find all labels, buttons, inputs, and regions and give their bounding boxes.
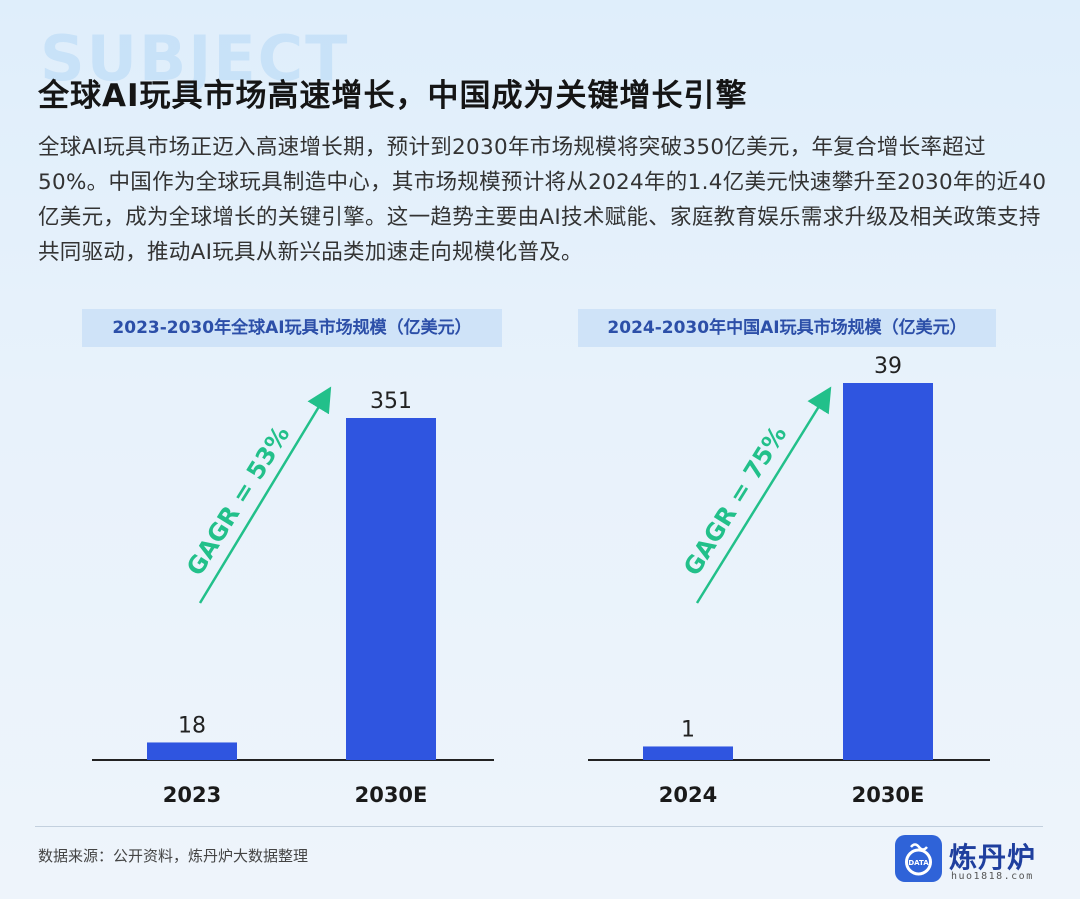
brand-badge-icon: DATA bbox=[895, 835, 942, 882]
bar-2024 bbox=[643, 746, 733, 760]
data-label-2023: 18 bbox=[178, 713, 206, 738]
background-watermark-word: SUBJECT bbox=[40, 22, 350, 95]
brand-url: huo1818.com bbox=[951, 871, 1034, 882]
growth-annotation: GAGR = 53% bbox=[181, 421, 295, 581]
data-label-2030E: 39 bbox=[874, 354, 902, 379]
x-tick-label-2024: 2024 bbox=[659, 783, 717, 807]
x-tick-label-2023: 2023 bbox=[163, 783, 221, 807]
bar-2023 bbox=[147, 742, 237, 760]
chart-title-global: 2023-2030年全球AI玩具市场规模（亿美元） bbox=[82, 309, 502, 347]
footer-divider bbox=[35, 826, 1043, 827]
page-title: 全球AI玩具市场高速增长，中国成为关键增长引擎 bbox=[38, 78, 748, 114]
data-label-2024: 1 bbox=[681, 717, 695, 742]
x-tick-label-2030E: 2030E bbox=[852, 783, 925, 807]
data-source-note: 数据来源：公开资料，炼丹炉大数据整理 bbox=[38, 847, 309, 865]
brand-name: 炼丹炉 bbox=[949, 841, 1037, 874]
chart-title-china: 2024-2030年中国AI玩具市场规模（亿美元） bbox=[578, 309, 996, 347]
growth-arrow bbox=[198, 386, 332, 604]
bar-2030E bbox=[346, 418, 436, 760]
bar-2030E bbox=[843, 383, 933, 760]
growth-arrow bbox=[695, 386, 832, 604]
x-tick-label-2030E: 2030E bbox=[355, 783, 428, 807]
data-label-2030E: 351 bbox=[370, 389, 412, 414]
svg-text:DATA: DATA bbox=[908, 859, 929, 867]
intro-paragraph: 全球AI玩具市场正迈入高速增长期，预计到2030年市场规模将突破350亿美元，年… bbox=[38, 135, 1047, 265]
growth-annotation: GAGR = 75% bbox=[678, 421, 792, 581]
brand-logo: DATA 炼丹炉 huo1818.com bbox=[895, 835, 1045, 885]
